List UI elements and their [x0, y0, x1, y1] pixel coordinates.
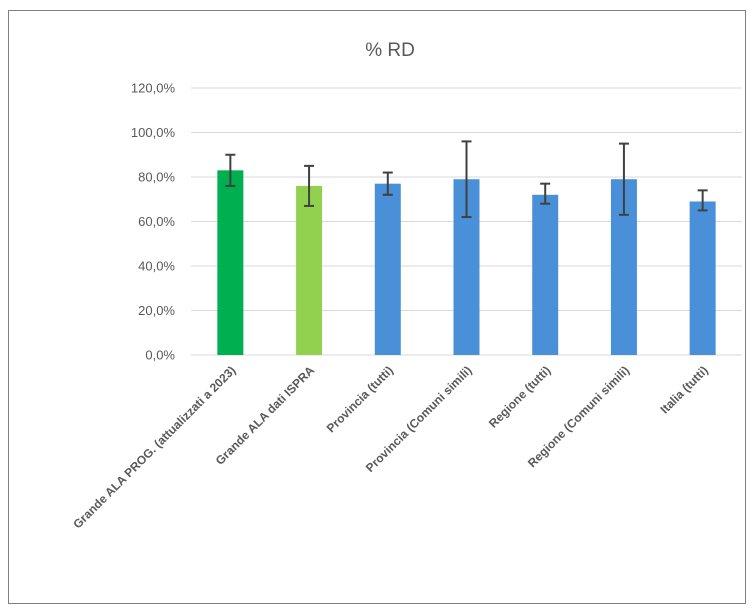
- bar: [217, 170, 244, 355]
- bar: [689, 201, 716, 355]
- error-bar: [697, 189, 708, 212]
- bar: [296, 185, 323, 355]
- y-tick-label: 120,0%: [131, 81, 176, 96]
- x-tick-label: Regione (tutti): [486, 363, 553, 430]
- x-tick-label: Italia (tutti): [657, 363, 710, 416]
- y-tick-label: 20,0%: [138, 303, 175, 318]
- x-axis-labels: Grande ALA PROG. (attualizzati a 2023)Gr…: [70, 363, 710, 531]
- y-axis-ticks: 0,0% 20,0% 40,0% 60,0% 80,0% 100,0% 120,0%: [131, 81, 176, 363]
- error-bar: [540, 182, 551, 205]
- y-tick-label: 100,0%: [131, 125, 176, 140]
- bar-chart: % RD 0,0% 20,0% 40,0% 60,0% 80,0% 100,0% 120,0…: [70, 40, 742, 531]
- error-bars: [225, 140, 708, 219]
- bar: [532, 194, 559, 355]
- error-bar: [382, 171, 393, 196]
- x-tick-label: Grande ALA PROG. (attualizzati a 2023): [70, 363, 238, 531]
- bar: [374, 183, 401, 355]
- error-bar: [225, 153, 236, 187]
- y-tick-label: 80,0%: [138, 170, 175, 185]
- x-tick-label: Provincia (tutti): [324, 363, 396, 435]
- error-bar: [461, 140, 472, 219]
- y-tick-label: 40,0%: [138, 259, 175, 274]
- y-tick-label: 60,0%: [138, 214, 175, 229]
- bars: [217, 170, 716, 355]
- chart-frame: % RD 0,0% 20,0% 40,0% 60,0% 80,0% 100,0% 120,0…: [8, 10, 746, 604]
- error-bar: [304, 164, 315, 207]
- error-bar: [618, 142, 629, 216]
- chart-title: % RD: [365, 40, 415, 61]
- y-tick-label: 0,0%: [145, 348, 175, 363]
